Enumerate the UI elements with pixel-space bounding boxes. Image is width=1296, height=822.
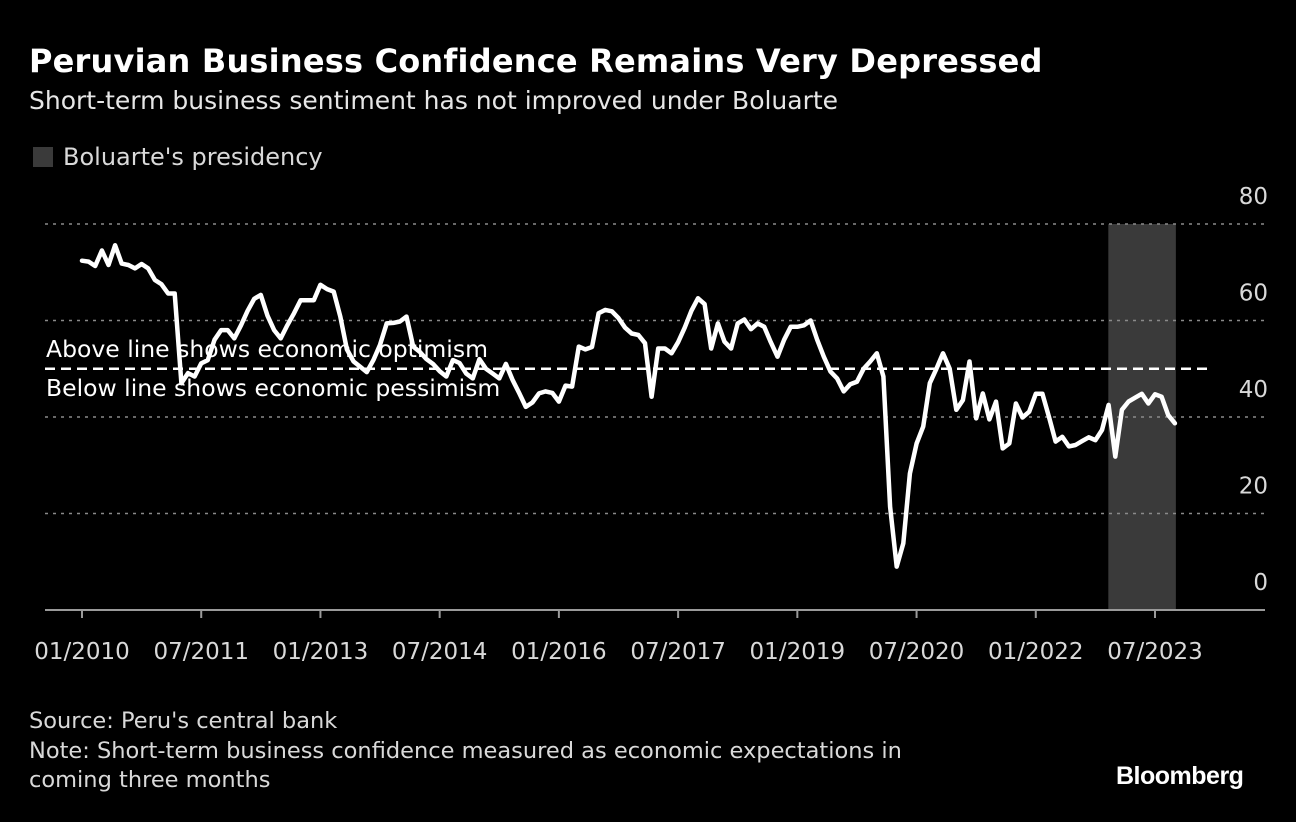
y-tick-label: 0 xyxy=(1253,570,1268,596)
annotation-above: Above line shows economic optimism xyxy=(46,335,488,363)
x-tick-label: 01/2019 xyxy=(750,639,846,665)
x-tick-label: 07/2017 xyxy=(630,639,726,665)
note-line-1: Note: Short-term business confidence mea… xyxy=(29,738,902,764)
legend-label: Boluarte's presidency xyxy=(63,143,323,171)
x-tick-label: 01/2010 xyxy=(34,639,130,665)
x-tick-label: 01/2016 xyxy=(511,639,607,665)
x-tick-label: 07/2014 xyxy=(392,639,488,665)
legend: Boluarte's presidency xyxy=(33,143,323,171)
y-tick-label: 40 xyxy=(1239,377,1268,403)
x-tick-label: 01/2013 xyxy=(273,639,369,665)
y-tick-label: 20 xyxy=(1239,474,1268,500)
x-tick-label: 01/2022 xyxy=(988,639,1084,665)
note-line-2: coming three months xyxy=(29,767,271,793)
chart-title: Peruvian Business Confidence Remains Ver… xyxy=(29,42,1043,80)
source-note: Source: Peru's central bank xyxy=(29,708,338,734)
annotation-below: Below line shows economic pessimism xyxy=(46,374,500,402)
y-tick-label: 80 xyxy=(1239,184,1268,210)
x-tick-label: 07/2011 xyxy=(153,639,249,665)
chart-subtitle: Short-term business sentiment has not im… xyxy=(29,86,839,115)
series-line xyxy=(79,242,1178,569)
x-tick-label: 07/2023 xyxy=(1107,639,1203,665)
x-tick-label: 07/2020 xyxy=(869,639,965,665)
y-tick-label: 60 xyxy=(1239,281,1268,307)
legend-swatch xyxy=(33,147,53,167)
bloomberg-logo: Bloomberg xyxy=(1116,762,1244,790)
